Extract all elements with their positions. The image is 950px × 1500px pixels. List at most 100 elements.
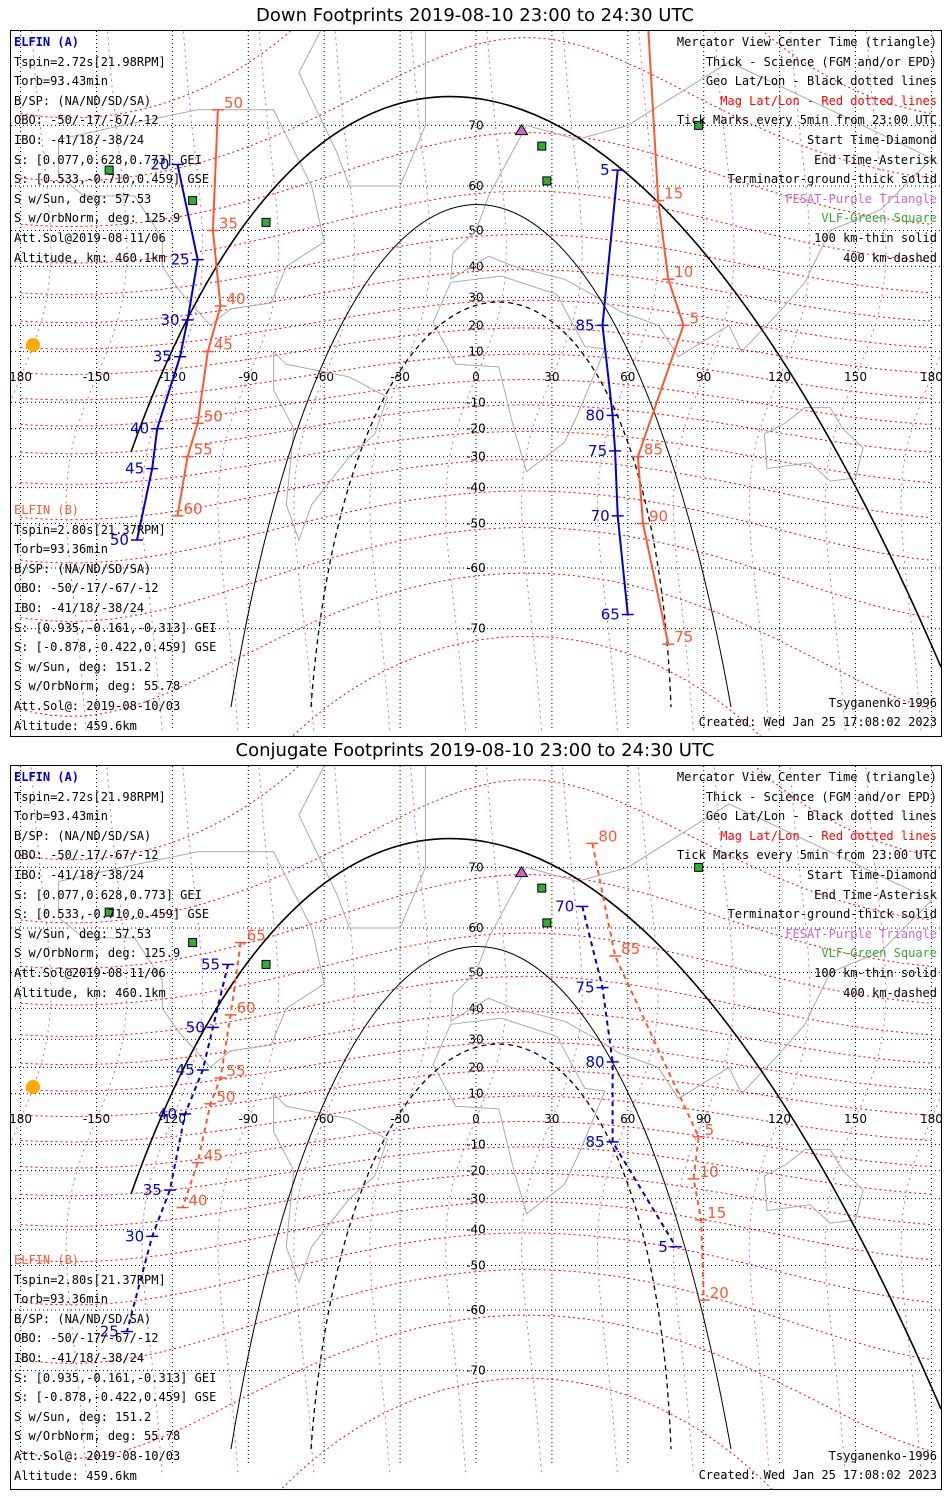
- mag-meridian: [217, 766, 280, 1473]
- elfin-b-tick-label: 5: [689, 309, 699, 327]
- lat-axis-label: -60: [466, 1303, 486, 1317]
- lon-axis-label: 90: [696, 370, 711, 384]
- continent-outline: [298, 766, 426, 929]
- continent-outline: [450, 61, 933, 358]
- elfin-a-tick-label: 50: [186, 1018, 205, 1036]
- lat-axis-label: -50: [466, 1259, 486, 1273]
- lat-axis-label: 70: [468, 860, 483, 874]
- model-label: Tsyganenko-1996: [828, 696, 937, 710]
- mag-meridian: [65, 766, 128, 1473]
- legend-item: VLF-Green Square: [821, 211, 937, 226]
- legend-item: Mag Lat/Lon - Red dotted lines: [720, 828, 937, 843]
- elfin-b-tick-label: 50: [216, 1088, 235, 1106]
- elfin-b-line: OBO: -50/-17/-67/-12: [14, 1331, 159, 1346]
- mag-grid-line: [20, 31, 932, 119]
- mag-meridian: [520, 766, 583, 1473]
- elfin-a-track: [601, 170, 629, 615]
- created-label: Created: Wed Jan 25 17:08:02 2023: [698, 715, 937, 729]
- map-canvas: 180 -150 -120 -90 -60 -30 0 30 60 90 120 150 180 70 60…: [11, 31, 941, 736]
- continent-outline: [298, 31, 426, 187]
- elfin-b-tick-label: 15: [707, 1204, 726, 1222]
- elfin-a-line: Att.Sol@2019-08-11/06: [14, 965, 166, 980]
- elfin-b-tick-label: 65: [247, 927, 266, 945]
- legend-item: 400 km-dashed: [843, 985, 937, 1000]
- elfin-b-tick-label: 90: [649, 508, 668, 526]
- elfin-a-tick-label: 75: [588, 442, 607, 460]
- mag-grid-line: [20, 37, 932, 182]
- mag-meridian: [293, 31, 356, 731]
- terminator-line: [130, 95, 941, 668]
- mag-meridian: [65, 31, 128, 731]
- mag-meridian: [672, 31, 735, 731]
- elfin-b-tick-label: 75: [674, 628, 693, 646]
- lat-axis-label: -70: [466, 622, 486, 636]
- elfin-b-line: B/SP: (NA/ND/SD/SA): [14, 561, 152, 576]
- elfin-a-tick-label: 25: [100, 1323, 119, 1341]
- elfin-b-line: IBO: -41/18/-38/24: [14, 600, 145, 615]
- vlf-square-marker: [537, 883, 547, 893]
- legend-item: End Time-Asterisk: [814, 887, 937, 902]
- lat-axis-label: -20: [466, 1164, 486, 1178]
- elfin-b-tick-label: 60: [183, 500, 202, 518]
- lon-axis-label: -30: [390, 1112, 410, 1126]
- mag-meridian: [141, 31, 204, 731]
- mag-grid-line: [20, 526, 932, 622]
- continent-outline: [763, 407, 864, 482]
- legend: Mercator View Center Time (triangle) Thi…: [677, 33, 937, 268]
- mag-meridian: [520, 31, 583, 731]
- map-canvas: 180 -150 -120 -90 -60 -30 0 30 60 90 120 150 180 70 60…: [11, 766, 941, 1489]
- elfin-a-line: S w/Sun, deg: 57.53: [14, 926, 152, 941]
- elfin-a-line: IBO: -41/18/-38/24: [14, 132, 145, 147]
- panel-title: Down Footprints 2019-08-10 23:00 to 24:3…: [256, 5, 694, 26]
- lon-axis-label: 0: [472, 370, 480, 384]
- elfin-a-line: Tspin=2.72s[21.98RPM]: [14, 789, 166, 804]
- lon-axis-label: -90: [238, 1112, 258, 1126]
- lat-axis-label: -70: [466, 1364, 486, 1378]
- elfin-a-header: ELFIN (A): [14, 770, 80, 784]
- lon-axis-label: 60: [620, 1112, 635, 1126]
- contour-400km: [310, 301, 672, 708]
- elfin-a-tick-label: 75: [575, 979, 594, 997]
- elfin-a-line: OBO: -50/-17/-67/-12: [14, 113, 159, 128]
- elfin-b-line: Altitude: 459.6km: [14, 1468, 137, 1483]
- created-label: Created: Wed Jan 25 17:08:02 2023: [698, 1468, 937, 1482]
- mag-meridian: [141, 766, 204, 1473]
- elfin-b-tick-label: 20: [710, 1284, 729, 1302]
- elfin-b-tick-label: 15: [664, 185, 683, 203]
- elfin-b-tick-label: 85: [621, 940, 640, 958]
- lon-axis-label: 0: [472, 1112, 480, 1126]
- elfin-b-tick-label: 45: [214, 336, 233, 354]
- sun-icon: [26, 1080, 40, 1094]
- lon-axis-label: 30: [544, 1112, 559, 1126]
- elfin-a-line: B/SP: (NA/ND/SD/SA): [14, 828, 152, 843]
- lat-axis-label: 60: [468, 179, 483, 193]
- lat-axis-label: -40: [466, 481, 486, 495]
- elfin-b-header: ELFIN (B): [14, 503, 80, 517]
- vlf-square-marker: [694, 120, 704, 130]
- elfin-b-tick-label: 45: [204, 1147, 223, 1165]
- elfin-a-line: Altitude, km: 460.1km: [14, 985, 166, 1000]
- model-label: Tsyganenko-1996: [828, 1449, 937, 1463]
- mag-grid-line: [20, 1314, 932, 1459]
- elfin-b-line: Tspin=2.80s[21.37RPM]: [14, 522, 166, 537]
- elfin-b-info: ELFIN (B) Tspin=2.80s[21.37RPM] Torb=93.…: [14, 501, 216, 736]
- elfin-b-line: S w/OrbNorm, deg: 55.78: [14, 679, 181, 694]
- elfin-a-line: S: [0.533,-0.710,0.459] GSE: [14, 172, 210, 187]
- vlf-square-marker: [104, 165, 114, 175]
- lon-axis-label: 180: [920, 1112, 941, 1126]
- elfin-b-info: ELFIN (B) Tspin=2.80s[21.37RPM] Torb=93.…: [14, 1251, 216, 1486]
- elfin-b-line: S: [0.935,-0.161,-0.313] GEI: [14, 620, 217, 635]
- legend-item: Mercator View Center Time (triangle): [676, 770, 937, 784]
- lon-axis-label: 150: [844, 370, 867, 384]
- elfin-a-info: ELFIN (A) Tspin=2.72s[21.98RPM] Torb=93.…: [14, 33, 209, 268]
- elfin-a-tick-label: 5: [600, 161, 610, 179]
- elfin-a-tick-label: 65: [601, 606, 620, 624]
- elfin-a-line: S: [0.533,-0.710,0.459] GSE: [14, 907, 210, 922]
- lat-axis-label: 40: [468, 1001, 483, 1015]
- elfin-a-line: S: [0.077,0.628,0.773] GEI: [14, 152, 202, 167]
- lon-axis-label: 120: [768, 1112, 791, 1126]
- mag-meridian: [748, 766, 811, 1473]
- continent-outline: [450, 803, 933, 1100]
- elfin-a-tick-label: 85: [586, 1133, 605, 1151]
- mag-grid-line: [280, 1377, 773, 1489]
